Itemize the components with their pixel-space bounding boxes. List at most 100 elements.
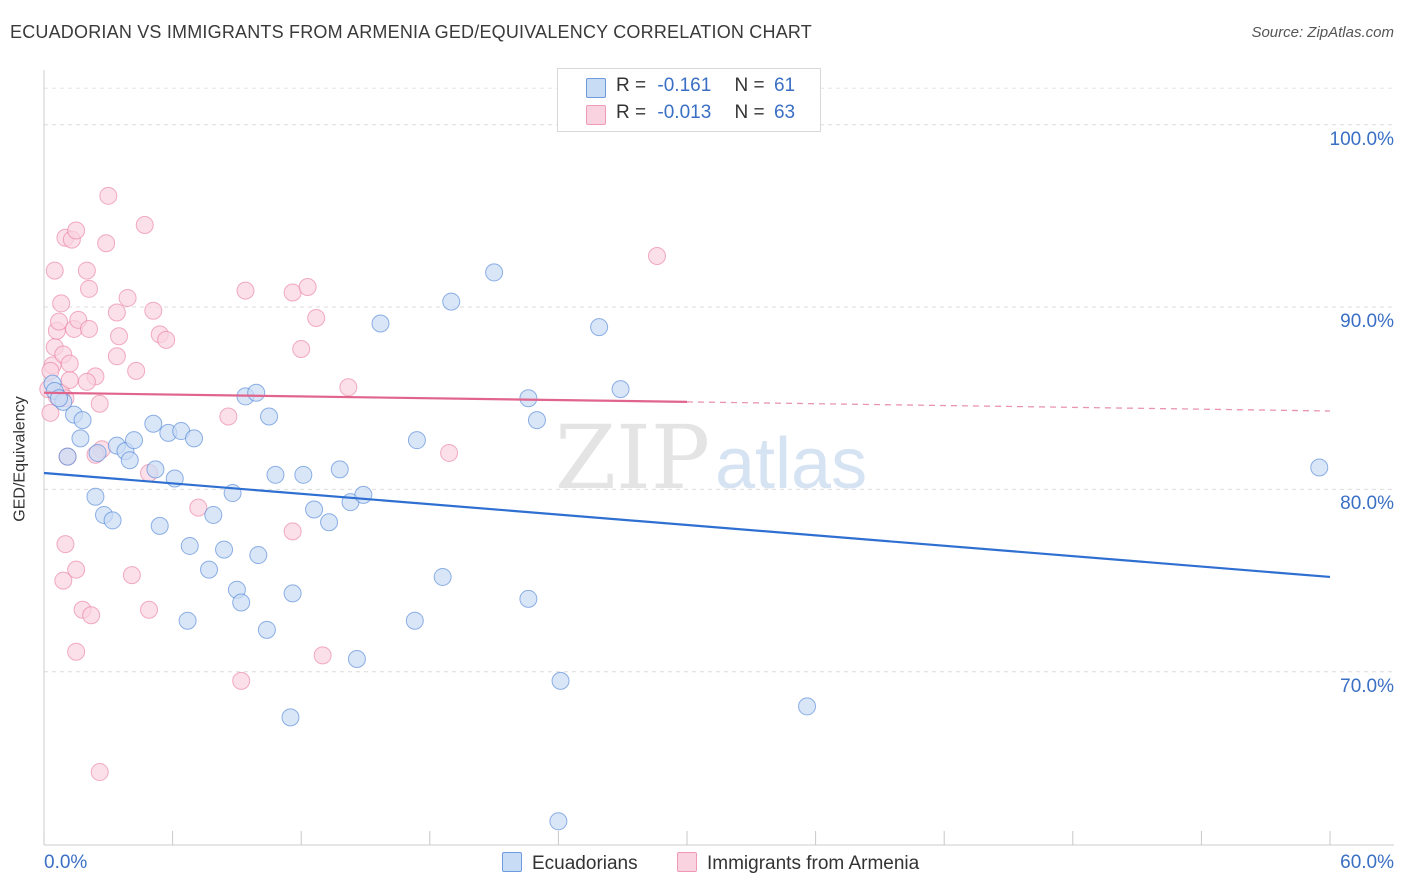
chart-title: ECUADORIAN VS IMMIGRANTS FROM ARMENIA GE… <box>10 22 812 42</box>
data-point-ecuadorians <box>58 447 77 466</box>
y-tick-label: 70.0% <box>1340 675 1394 697</box>
data-point-ecuadorians <box>180 536 199 555</box>
data-point-ecuadorians <box>71 429 90 448</box>
data-point-armenia <box>232 671 251 690</box>
data-point-armenia <box>298 278 317 296</box>
data-point-ecuadorians <box>215 540 234 559</box>
data-point-armenia <box>127 361 146 380</box>
data-point-armenia <box>77 261 96 280</box>
data-point-armenia <box>90 394 109 413</box>
data-point-ecuadorians <box>407 431 426 450</box>
data-point-ecuadorians <box>1310 458 1329 477</box>
data-point-armenia <box>647 247 666 265</box>
data-point-armenia <box>283 283 302 302</box>
data-point-armenia <box>67 560 86 579</box>
data-point-armenia <box>236 281 255 300</box>
data-point-ecuadorians <box>249 546 268 565</box>
data-point-ecuadorians <box>146 460 165 479</box>
data-point-ecuadorians <box>798 697 817 716</box>
data-point-armenia <box>107 303 126 322</box>
data-point-ecuadorians <box>405 611 424 630</box>
series-armenia-points <box>39 186 666 782</box>
data-point-ecuadorians <box>73 411 92 430</box>
bottom-legend-swatch-blue <box>502 852 522 872</box>
data-point-ecuadorians <box>103 511 122 530</box>
x-tick-max: 60.0% <box>1340 852 1394 873</box>
data-point-ecuadorians <box>283 584 302 603</box>
data-point-ecuadorians <box>86 487 105 506</box>
data-point-armenia <box>140 600 159 619</box>
trend-lines <box>43 391 1331 579</box>
data-point-ecuadorians <box>305 500 324 519</box>
data-point-armenia <box>41 403 60 422</box>
data-point-ecuadorians <box>247 383 266 402</box>
data-point-armenia <box>60 354 79 373</box>
data-point-armenia <box>67 642 86 661</box>
data-point-armenia <box>60 371 79 389</box>
data-point-armenia <box>440 443 459 462</box>
data-point-armenia <box>90 763 109 782</box>
data-point-ecuadorians <box>347 650 366 668</box>
watermark-atlas: atlas <box>715 424 867 504</box>
bottom-legend-ecuadorians: Ecuadorians <box>502 852 638 875</box>
data-point-armenia <box>122 566 141 585</box>
data-point-ecuadorians <box>144 414 163 433</box>
data-point-ecuadorians <box>551 671 570 690</box>
data-point-ecuadorians <box>549 812 568 831</box>
data-point-armenia <box>52 294 71 313</box>
data-point-armenia <box>77 372 96 391</box>
data-point-armenia <box>307 309 326 327</box>
data-point-armenia <box>80 279 99 298</box>
data-point-ecuadorians <box>260 407 279 426</box>
data-point-armenia <box>339 378 358 397</box>
data-point-armenia <box>283 522 302 541</box>
data-point-ecuadorians <box>519 589 538 608</box>
bottom-legend-swatch-pink <box>677 852 697 872</box>
trendline-armenia <box>43 391 688 403</box>
legend-row-armenia: R = -0.013 N = 63 <box>616 102 796 123</box>
series-ecuadorians-points <box>43 263 1329 831</box>
data-point-armenia <box>67 221 86 240</box>
correlation-legend: R = -0.161 N = 61 R = -0.013 N = 63 <box>557 68 821 132</box>
data-point-ecuadorians <box>294 465 313 484</box>
data-point-ecuadorians <box>266 465 285 484</box>
data-point-ecuadorians <box>88 443 107 462</box>
trendline-ecuadorians <box>43 471 1331 579</box>
legend-row-ecuadorians: R = -0.161 N = 61 <box>616 75 796 96</box>
data-point-ecuadorians <box>433 567 452 586</box>
data-point-ecuadorians <box>257 620 276 639</box>
data-point-ecuadorians <box>519 389 538 408</box>
watermark: ZIP atlas <box>555 406 867 509</box>
data-point-ecuadorians <box>527 411 546 430</box>
data-point-ecuadorians <box>485 263 504 282</box>
watermark-zip: ZIP <box>555 406 710 509</box>
data-point-ecuadorians <box>178 611 197 630</box>
data-point-armenia <box>107 347 126 366</box>
axes <box>43 70 1394 846</box>
grid-lines <box>44 87 1394 673</box>
data-point-armenia <box>135 216 154 234</box>
data-point-armenia <box>99 186 118 205</box>
data-point-ecuadorians <box>232 593 251 612</box>
data-point-armenia <box>97 234 116 253</box>
data-point-armenia <box>110 327 129 346</box>
data-point-armenia <box>219 407 238 426</box>
data-point-ecuadorians <box>330 460 349 479</box>
data-point-armenia <box>54 571 73 590</box>
data-point-ecuadorians <box>354 485 373 504</box>
data-point-ecuadorians <box>185 429 204 448</box>
data-point-armenia <box>189 498 208 517</box>
data-point-armenia <box>80 319 99 338</box>
y-tick-label: 90.0% <box>1340 311 1394 333</box>
data-point-ecuadorians <box>590 318 609 337</box>
data-point-ecuadorians <box>611 380 630 399</box>
y-tick-label: 100.0% <box>1329 128 1394 150</box>
data-point-armenia <box>292 340 311 358</box>
data-point-armenia <box>56 535 75 554</box>
data-point-ecuadorians <box>320 513 339 532</box>
x-tick-min: 0.0% <box>44 852 88 873</box>
legend-swatch-pink <box>586 105 606 125</box>
trendline-armenia-extension <box>686 401 1331 412</box>
data-point-ecuadorians <box>150 516 169 535</box>
data-point-ecuadorians <box>125 431 144 450</box>
